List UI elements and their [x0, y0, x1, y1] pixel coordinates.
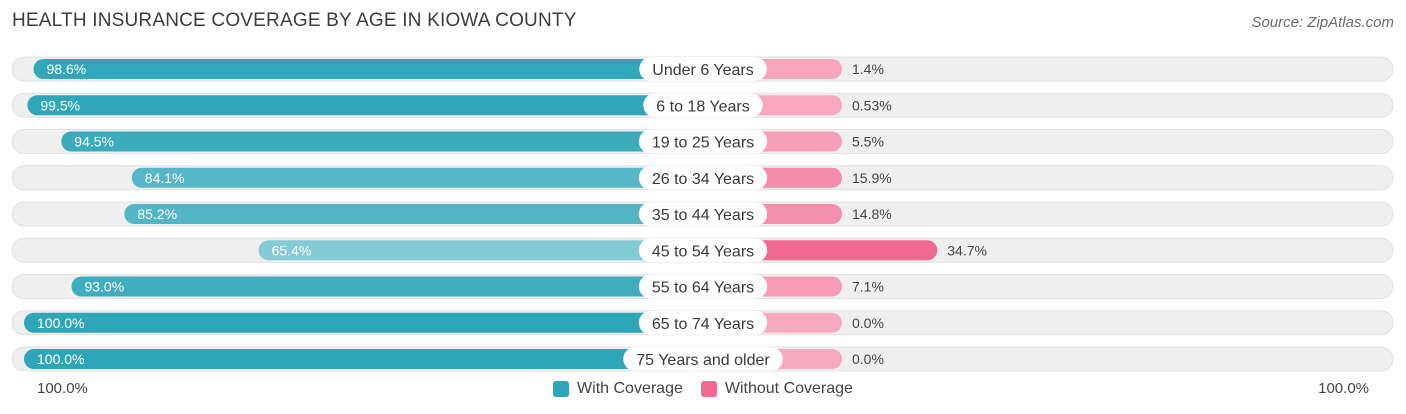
data-label-without-coverage: 1.4%	[852, 61, 884, 77]
category-label-background	[638, 310, 768, 335]
category-label: 35 to 44 Years	[652, 207, 754, 224]
bar-with-coverage	[131, 167, 702, 188]
data-label-with-coverage: 94.5%	[74, 134, 114, 150]
bar-with-coverage	[24, 312, 702, 333]
category-label: 6 to 18 Years	[656, 98, 749, 115]
data-label-without-coverage: 0.0%	[852, 351, 884, 367]
data-label-with-coverage: 93.0%	[84, 279, 124, 295]
bar-with-coverage	[33, 59, 702, 79]
data-label-with-coverage: 100.0%	[37, 315, 84, 331]
source-note: Source: ZipAtlas.com	[1251, 14, 1394, 31]
legend-item-with-coverage[interactable]: With Coverage	[553, 380, 683, 398]
bar-with-coverage	[24, 349, 702, 369]
data-label-with-coverage: 99.5%	[40, 97, 80, 113]
category-label-background	[639, 57, 767, 81]
data-label-with-coverage: 65.4%	[272, 242, 312, 258]
category-label: Under 6 Years	[652, 62, 753, 79]
axis-right-label: 100.0%	[1318, 380, 1369, 397]
bar-with-coverage	[71, 276, 702, 297]
category-label-background	[638, 274, 768, 299]
chart-title: HEALTH INSURANCE COVERAGE BY AGE IN KIOW…	[12, 10, 577, 31]
category-label: 45 to 54 Years	[652, 243, 754, 260]
category-label: 26 to 34 Years	[652, 171, 754, 188]
data-label-without-coverage: 15.9%	[852, 170, 892, 186]
data-label-without-coverage: 34.7%	[947, 242, 987, 258]
category-label-background	[638, 238, 768, 263]
data-label-with-coverage: 84.1%	[145, 170, 185, 186]
data-label-without-coverage: 5.5%	[852, 134, 884, 150]
legend-swatch-with-coverage	[553, 381, 570, 397]
category-label-background	[638, 165, 768, 190]
data-label-without-coverage: 14.8%	[852, 206, 892, 222]
bar-with-coverage	[258, 240, 702, 261]
bar-with-coverage	[27, 95, 702, 116]
legend-label-with-coverage: With Coverage	[577, 380, 683, 397]
category-label: 55 to 64 Years	[652, 280, 754, 297]
legend-item-without-coverage[interactable]: Without Coverage	[700, 380, 853, 398]
axis-left-label: 100.0%	[37, 380, 88, 397]
category-label-background	[643, 93, 763, 118]
category-label: 19 to 25 Years	[652, 135, 754, 152]
data-label-with-coverage: 98.6%	[46, 61, 86, 77]
legend-swatch-without-coverage	[700, 381, 717, 397]
data-label-with-coverage: 100.0%	[37, 351, 84, 367]
category-label-background	[638, 129, 768, 154]
legend: With Coverage Without Coverage	[0, 380, 1406, 398]
data-label-without-coverage: 7.1%	[852, 279, 884, 295]
category-label: 65 to 74 Years	[652, 316, 754, 333]
data-label-without-coverage: 0.53%	[852, 97, 892, 113]
bar-with-coverage	[61, 131, 703, 152]
category-label: 75 Years and older	[636, 352, 770, 369]
category-label-background	[638, 202, 768, 226]
data-label-with-coverage: 85.2%	[137, 206, 177, 222]
bar-with-coverage	[124, 204, 703, 224]
data-label-without-coverage: 0.0%	[852, 315, 884, 331]
legend-label-without-coverage: Without Coverage	[724, 380, 853, 397]
category-label-background	[623, 347, 783, 371]
